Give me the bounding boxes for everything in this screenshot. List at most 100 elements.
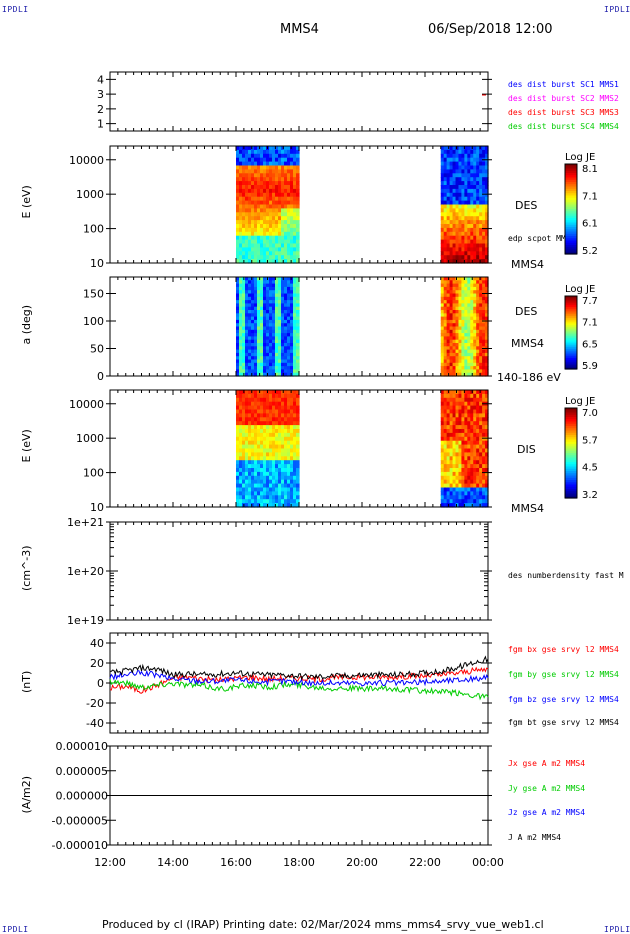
des-pitch-cell <box>446 300 451 304</box>
des-pitch-cell <box>443 306 448 311</box>
des-energy-cell <box>248 255 252 260</box>
dis-energy-cell <box>284 413 288 418</box>
dis-energy-cell <box>455 479 460 485</box>
des-pitch-cell <box>278 310 282 314</box>
des-pitch-cell <box>284 277 288 281</box>
dis-energy-cell <box>284 464 288 469</box>
des-energy-cell <box>440 220 445 225</box>
des-pitch-cell <box>269 303 273 308</box>
des-energy-cell <box>284 239 288 245</box>
dis-energy-cell <box>458 436 463 442</box>
dis-energy-cell <box>479 397 483 403</box>
des-energy-cell <box>251 239 255 245</box>
dis-energy-cell <box>443 421 448 426</box>
des-energy-cell <box>440 192 445 198</box>
des-energy-cell <box>452 188 457 194</box>
des-energy-cell <box>470 212 474 217</box>
dis-energy-cell <box>455 487 460 492</box>
des-energy-cell <box>254 185 258 190</box>
dis-energy-cell <box>452 432 457 438</box>
x-tick-label: 00:00 <box>472 856 504 869</box>
current-legend-3: Jz gse A m2 MMS4 <box>508 808 585 817</box>
des-energy-cell <box>266 153 270 159</box>
des-energy-cell <box>485 161 489 167</box>
des-energy-cell <box>290 188 294 194</box>
des-pitch-cell <box>272 362 276 367</box>
des-pitch-cell <box>293 356 297 361</box>
des-energy-cell <box>293 224 297 229</box>
des-pitch-cell <box>458 333 463 337</box>
des-pitch-cell <box>257 336 261 341</box>
dis-energy-cell <box>464 390 468 395</box>
des-energy-colorbar-gradient <box>565 209 577 212</box>
des-pitch-cell <box>464 313 468 318</box>
dis-energy-cell <box>257 429 261 434</box>
des-energy-cell <box>440 149 445 155</box>
des-pitch-cell <box>449 300 454 304</box>
des-pitch-cell <box>290 326 294 331</box>
dis-energy-cell <box>461 475 465 481</box>
des-energy-colorbar-gradient <box>565 191 577 194</box>
dis-energy-cell <box>242 440 246 446</box>
des-pitch-cell <box>473 310 477 314</box>
des-pitch-cell <box>296 359 300 364</box>
dis-energy-cell <box>275 436 279 442</box>
dis-energy-cell <box>236 503 240 508</box>
des-pitch-cell <box>236 319 240 324</box>
des-pitch-cell <box>476 372 480 377</box>
des-pitch-cell <box>281 293 285 298</box>
dis-energy-cell <box>458 409 463 414</box>
dis-energy-cell <box>245 495 249 500</box>
dis-energy-cell <box>293 444 297 450</box>
dis-energy-cell <box>254 483 258 489</box>
des-pitch-cell <box>461 300 465 304</box>
dis-energy-cell <box>452 468 457 473</box>
des-pitch-cell <box>446 313 451 318</box>
dis-energy-cell <box>473 417 477 422</box>
des-energy-cell <box>248 251 252 256</box>
des-pitch-cell <box>476 303 480 308</box>
des-energy-cell <box>245 255 249 260</box>
des-energy-cell <box>479 146 483 151</box>
des-pitch-cell <box>281 362 285 367</box>
des-energy-cell <box>464 235 468 241</box>
des-energy-cell <box>449 255 454 260</box>
des-energy-cell <box>443 224 448 229</box>
des-energy-cell <box>482 204 486 209</box>
dis-energy-cell <box>296 452 300 457</box>
dis-energy-cell <box>266 464 270 469</box>
des-energy-cell <box>443 169 448 174</box>
des-energy-colorbar-gradient <box>565 211 577 215</box>
des-energy-cell <box>257 177 261 182</box>
bfield-ytick-label: -40 <box>86 717 104 730</box>
des-energy-cell <box>269 212 273 217</box>
dis-energy-cell <box>284 471 288 477</box>
des-pitch-cell <box>452 286 457 291</box>
des-energy-cell <box>251 220 255 225</box>
des-pitch-cell <box>443 346 448 351</box>
dis-energy-cell <box>458 405 463 411</box>
des-energy-cell <box>449 231 454 237</box>
des-pitch-cell <box>440 372 445 377</box>
dis-energy-cell <box>272 436 276 442</box>
des-energy-colorbar-gradient <box>565 193 577 197</box>
des-pitch-cell <box>293 359 297 364</box>
des-energy-cell <box>245 177 249 182</box>
dis-energy-cell <box>269 405 273 411</box>
dis-energy-cell <box>254 495 258 500</box>
des-pitch-cell <box>458 280 463 285</box>
dis-energy-cell <box>281 417 285 422</box>
dis-energy-cell <box>443 456 448 461</box>
dis-energy-cell <box>269 452 273 457</box>
dis-energy-cell <box>449 499 454 504</box>
des-pitch-cell <box>242 306 246 311</box>
des-pitch-cell <box>260 359 264 364</box>
des-energy-cell <box>296 146 300 151</box>
des-pitch-cell <box>479 310 483 314</box>
dis-energy-cell <box>293 487 297 492</box>
dis-energy-cell <box>260 499 264 504</box>
des-energy-cell <box>284 161 288 167</box>
des-pitch-cell <box>485 339 489 344</box>
des-energy-cell <box>275 227 279 233</box>
des-pitch-cell <box>296 293 300 298</box>
